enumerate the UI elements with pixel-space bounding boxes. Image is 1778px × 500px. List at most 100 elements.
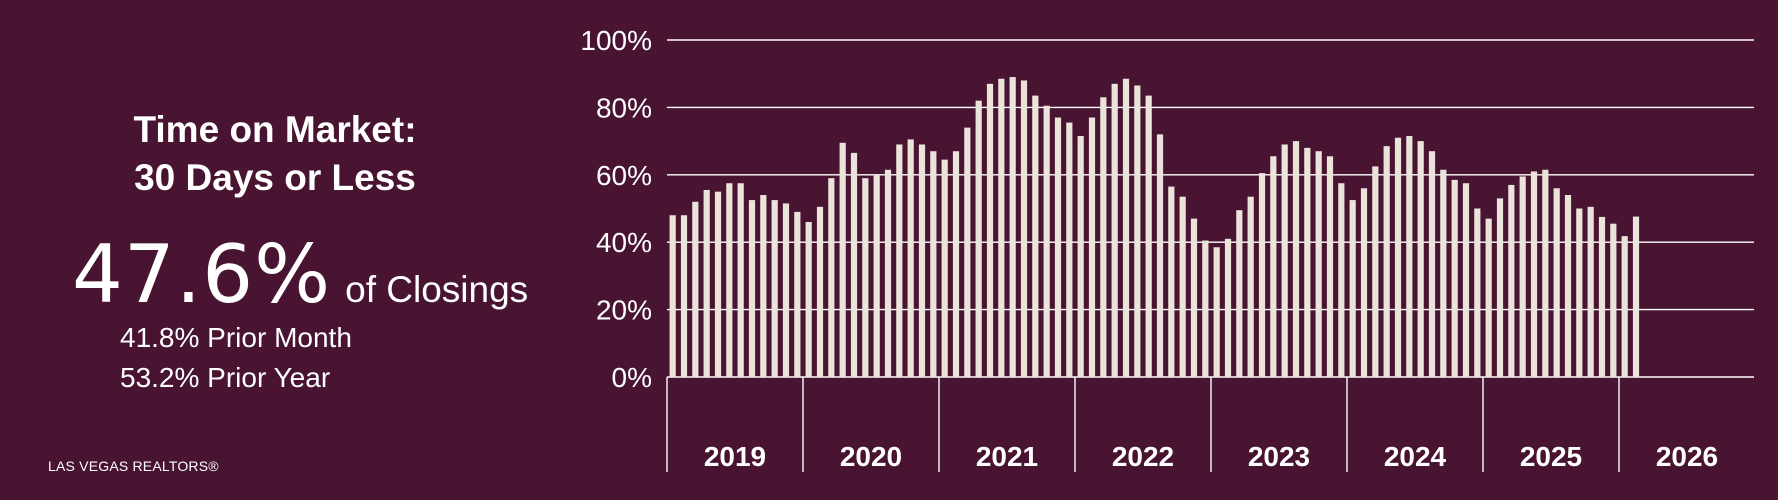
- bar: [1190, 218, 1198, 377]
- bar: [1451, 179, 1458, 377]
- bar: [1564, 195, 1572, 377]
- bar: [975, 100, 982, 377]
- bar: [884, 169, 892, 377]
- bar: [896, 144, 903, 377]
- bar: [1598, 216, 1606, 377]
- bar: [1621, 236, 1628, 377]
- bar: [1236, 210, 1243, 377]
- bar: [1009, 77, 1016, 377]
- bar: [1474, 208, 1481, 377]
- bar: [1122, 78, 1130, 377]
- bar: [1417, 141, 1424, 377]
- bar: [1111, 83, 1118, 377]
- bar: [1179, 196, 1186, 377]
- x-year-label: 2024: [1384, 441, 1447, 472]
- y-tick-label: 0%: [612, 362, 652, 393]
- y-tick-label: 20%: [596, 295, 652, 326]
- bar: [726, 183, 733, 377]
- bar: [1100, 97, 1107, 377]
- bar: [1134, 85, 1141, 377]
- bar: [1247, 196, 1254, 377]
- bar: [952, 151, 960, 377]
- bar: [1258, 173, 1266, 377]
- bar: [737, 183, 744, 377]
- bar: [1292, 141, 1300, 377]
- y-tick-label: 80%: [596, 92, 652, 123]
- bar: [1394, 137, 1402, 377]
- bar: [1315, 151, 1322, 377]
- bar: [692, 201, 699, 377]
- bar: [1462, 183, 1470, 377]
- prior-year-stat: 53.2% Prior Year: [120, 362, 331, 393]
- headline-value: 47.6%: [72, 228, 332, 321]
- y-tick-label: 60%: [596, 160, 652, 191]
- bar: [1270, 156, 1277, 377]
- bar: [1530, 171, 1538, 377]
- x-year-label: 2025: [1520, 441, 1582, 472]
- bar: [1281, 144, 1288, 377]
- bar: [1406, 136, 1413, 377]
- headline-stat: 47.6% of Closings: [72, 228, 528, 321]
- bar: [680, 215, 688, 377]
- bar: [1360, 188, 1368, 377]
- bar: [828, 178, 835, 377]
- bar: [794, 211, 801, 377]
- bar: [1519, 176, 1526, 377]
- bar: [1088, 117, 1096, 377]
- bar: [1168, 186, 1175, 377]
- bar: [907, 139, 914, 377]
- x-year-label: 2023: [1248, 441, 1310, 472]
- summary-panel: Time on Market: 30 Days or Less 47.6% of …: [0, 0, 560, 500]
- bar: [1043, 105, 1050, 378]
- bar: [714, 191, 722, 377]
- bar: [1383, 146, 1390, 377]
- bar: [805, 221, 812, 377]
- bar: [1326, 156, 1334, 377]
- title-line-1: Time on Market:: [133, 109, 417, 150]
- bar: [964, 127, 971, 378]
- bar: [1066, 122, 1073, 377]
- bar: [1304, 147, 1311, 377]
- x-year-label: 2021: [976, 441, 1038, 472]
- bar: [1213, 247, 1220, 377]
- bar: [1428, 151, 1436, 377]
- bar: [1576, 208, 1583, 377]
- bar: [669, 215, 676, 377]
- bar: [1156, 134, 1164, 377]
- bar: [1372, 166, 1379, 378]
- bar: [1020, 80, 1028, 377]
- page-title: Time on Market: 30 Days or Less: [40, 106, 510, 202]
- prior-month-stat: 41.8% Prior Month: [120, 322, 352, 353]
- bar: [850, 152, 858, 377]
- headline-suffix: of Closings: [345, 269, 529, 310]
- bar: [941, 159, 948, 377]
- bar: [1077, 136, 1084, 377]
- x-year-label: 2022: [1112, 441, 1174, 472]
- bar: [1202, 240, 1209, 377]
- x-year-label: 2020: [840, 441, 902, 472]
- bar: [986, 83, 994, 377]
- x-year-label: 2019: [704, 441, 766, 472]
- bar: [873, 174, 880, 377]
- bar: [1632, 216, 1640, 377]
- y-tick-label: 40%: [596, 227, 652, 258]
- bar: [998, 78, 1005, 377]
- bar: [816, 206, 824, 377]
- bar: [839, 142, 846, 377]
- bar: [1542, 169, 1549, 377]
- bar: [1054, 117, 1062, 377]
- bar: [760, 195, 767, 377]
- bar: [918, 144, 926, 377]
- bar: [748, 200, 756, 377]
- x-year-label: 2026: [1656, 441, 1718, 472]
- bar: [1496, 198, 1504, 377]
- bar: [1145, 95, 1152, 378]
- bar: [1032, 95, 1039, 378]
- bar: [1485, 218, 1492, 377]
- bar: [1224, 238, 1232, 377]
- bar: [1440, 169, 1447, 377]
- title-line-2: 30 Days or Less: [134, 157, 416, 198]
- bar: [1338, 183, 1345, 377]
- y-tick-label: 100%: [580, 25, 652, 56]
- bar: [1610, 223, 1617, 377]
